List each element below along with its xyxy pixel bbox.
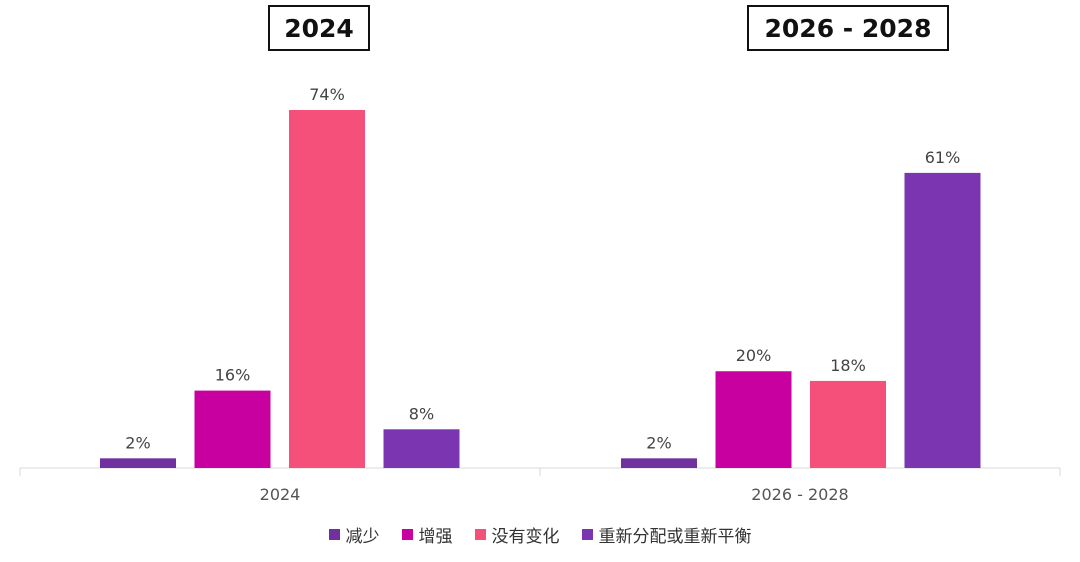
bar-decrease-0	[100, 458, 176, 468]
legend-label-no-change: 没有变化	[491, 527, 560, 547]
group-title-2026-2028: 2026 - 2028	[747, 5, 949, 51]
legend-swatch-rebalance	[581, 529, 593, 540]
legend-item-decrease: 减少	[328, 522, 380, 547]
bar-decrease-1	[621, 458, 697, 468]
legend-label-rebalance: 重新分配或重新平衡	[598, 527, 752, 547]
legend-swatch-decrease	[328, 529, 340, 540]
legend-label-increase: 增强	[418, 527, 453, 547]
data-label-rebalance-0: 8%	[409, 404, 434, 423]
bar-no-change-0	[289, 110, 365, 468]
bar-rebalance-0	[383, 429, 460, 468]
x-tick-label-0: 2024	[260, 485, 301, 504]
legend-item-increase: 增强	[401, 522, 453, 547]
data-label-rebalance-1: 61%	[925, 148, 961, 167]
legend-swatch-no-change	[474, 529, 486, 540]
bar-rebalance-1	[904, 172, 981, 468]
bar-chart: 2% 16% 74% 8% 2024 2% 20% 18% 61% 2026 - 2028	[19, 85, 1061, 504]
x-tick-label-1: 2026 - 2028	[751, 485, 848, 504]
legend-item-no-change: 没有变化	[474, 522, 560, 547]
data-label-decrease-1: 2%	[646, 433, 671, 452]
data-label-increase-1: 20%	[736, 346, 772, 365]
group-title-2024: 2024	[268, 5, 370, 51]
data-label-no-change-0: 74%	[309, 85, 345, 104]
legend: 减少 增强 没有变化 重新分配或重新平衡	[0, 522, 1080, 547]
data-label-decrease-0: 2%	[125, 433, 150, 452]
legend-swatch-increase	[401, 529, 413, 540]
legend-label-decrease: 减少	[345, 527, 380, 547]
bar-no-change-1	[810, 380, 886, 468]
legend-item-rebalance: 重新分配或重新平衡	[581, 522, 752, 547]
data-label-increase-0: 16%	[215, 366, 251, 385]
data-label-no-change-1: 18%	[830, 356, 866, 375]
bar-increase-0	[194, 390, 271, 468]
bar-increase-1	[715, 371, 792, 468]
